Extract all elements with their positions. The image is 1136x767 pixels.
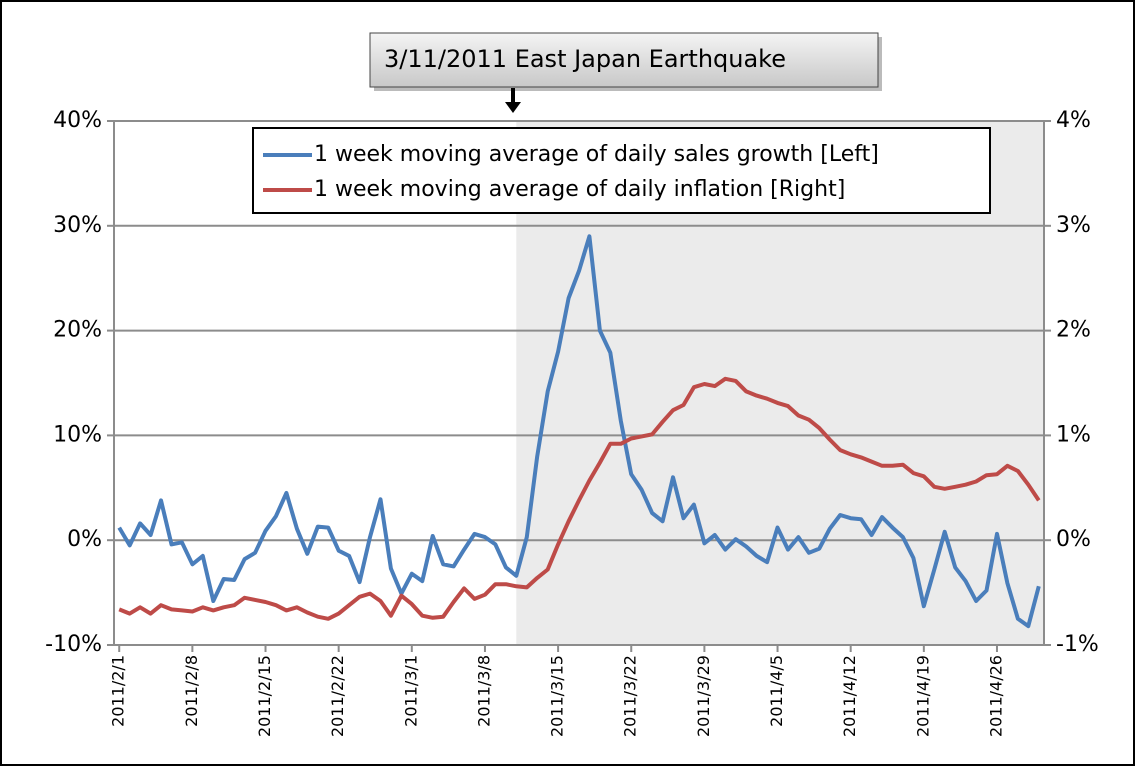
y2-tick-label: 2% (1056, 318, 1091, 343)
y-tick-label: 30% (53, 213, 102, 238)
x-tick-label: 2011/3/15 (548, 655, 567, 737)
x-tick-label: 2011/2/1 (109, 655, 128, 727)
annotation-box (369, 32, 879, 88)
series-line (117, 234, 1041, 629)
y2-tick-label: 1% (1056, 422, 1091, 447)
x-tick-label: 2011/3/8 (474, 655, 493, 727)
x-tick-label: 2011/3/29 (694, 655, 713, 737)
legend-label: 1 week moving average of daily inflation… (314, 177, 845, 202)
y-tick-label: -10% (45, 632, 102, 657)
x-tick-label: 2011/3/22 (621, 655, 640, 737)
x-tick-label: 2011/2/15 (255, 655, 274, 737)
x-tick-label: 2011/4/19 (913, 655, 932, 737)
y2-tick-label: 4% (1056, 108, 1091, 133)
y-tick-label: 40% (53, 108, 102, 133)
x-tick-label: 2011/4/26 (986, 655, 1005, 737)
y-tick-label: 20% (53, 318, 102, 343)
series-line (118, 376, 1041, 621)
annotation-text: 3/11/2011 East Japan Earthquake (384, 45, 786, 73)
x-tick-label: 2011/4/12 (840, 655, 859, 737)
legend-label: 1 week moving average of daily sales gro… (314, 142, 879, 167)
x-tick-label: 2011/2/8 (182, 655, 201, 727)
annotation-arrowhead (505, 102, 521, 113)
x-tick-label: 2011/2/22 (328, 655, 347, 737)
x-tick-label: 2011/3/1 (401, 655, 420, 727)
y-tick-label: 10% (53, 422, 102, 447)
y2-tick-label: 3% (1056, 213, 1091, 238)
y-tick-label: 0% (67, 527, 102, 552)
y2-tick-label: -1% (1056, 632, 1099, 657)
legend: 1 week moving average of daily sales gro… (252, 127, 991, 214)
y2-tick-label: 0% (1056, 527, 1091, 552)
legend-box (252, 127, 991, 214)
x-tick-label: 2011/4/5 (767, 655, 786, 727)
